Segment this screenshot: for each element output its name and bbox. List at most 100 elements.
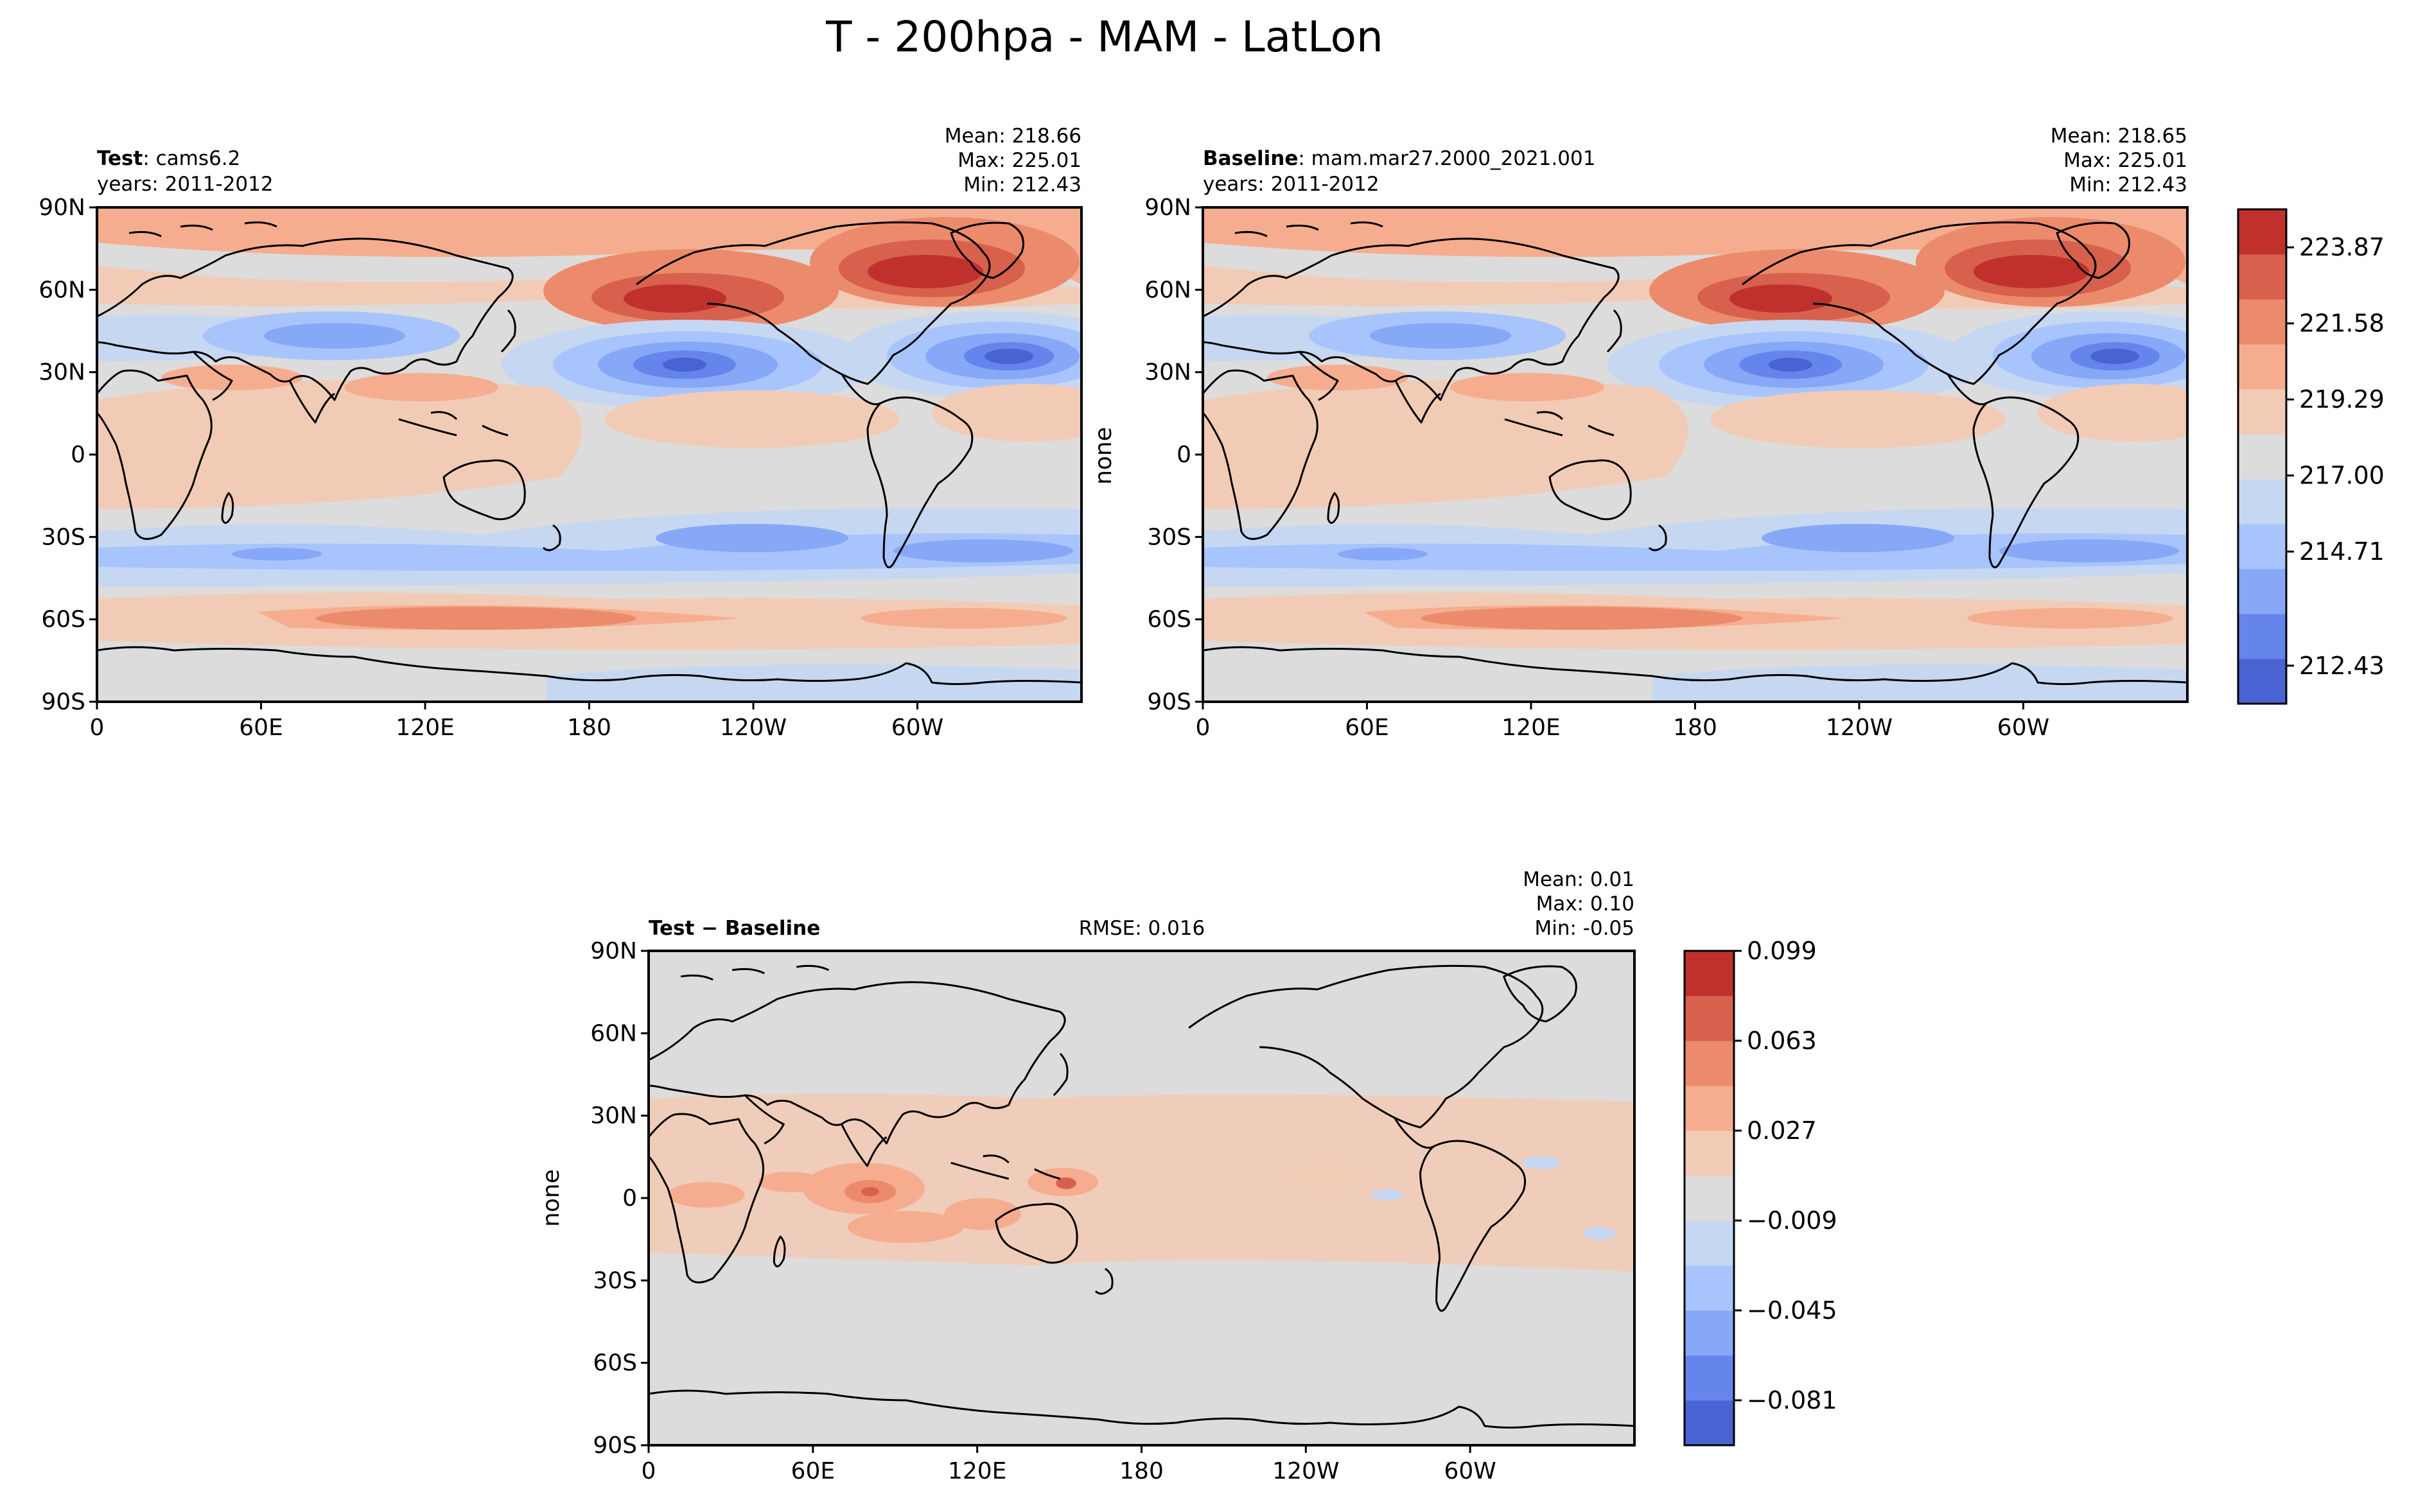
colorbar-diff: 0.099 0.063 0.027 −0.009 −0.045 −0.081	[1683, 937, 1837, 1447]
colorbar-tick-label: 221.58	[2299, 309, 2385, 338]
colorbar-top: 223.87 221.58 219.29 217.00 214.71 212.43	[2237, 208, 2385, 705]
lat-tick-label: 30S	[593, 1267, 637, 1294]
colorbar-bin	[2238, 569, 2286, 614]
test-field-contours	[97, 207, 1081, 702]
lon-tick-label: 0	[90, 715, 105, 741]
figure-title: T - 200hpa - MAM - LatLon	[825, 12, 1383, 62]
lon-tick-label: 120E	[1501, 715, 1560, 741]
lat-tick-label: 0	[622, 1185, 637, 1212]
diff-lon-axis: 0 60E 120E 180 120W 60W	[642, 1445, 1496, 1484]
colorbar-tick-label: 0.027	[1747, 1117, 1817, 1145]
lon-tick-label: 120E	[396, 715, 454, 741]
lon-tick-label: 60E	[791, 1458, 836, 1484]
test-mean: Mean: 218.66	[945, 125, 1081, 148]
lat-tick-label: 60S	[593, 1350, 637, 1377]
lat-tick-label: 60N	[39, 277, 85, 303]
colorbar-tick-label: −0.045	[1747, 1296, 1837, 1325]
colorbar-bin	[2238, 614, 2286, 659]
colorbar-top-bins	[2238, 209, 2286, 704]
panel-diff: 90N 60N 30N 0 30S 60S 90S 0 60E 120E 180 120W 60W T…	[538, 868, 1636, 1484]
colorbar-bin	[2238, 254, 2286, 300]
test-label: Test: cams6.2	[97, 147, 240, 170]
lat-tick-label: 90S	[593, 1432, 637, 1459]
diff-mean: Mean: 0.01	[1523, 868, 1634, 891]
lon-tick-label: 0	[642, 1458, 656, 1484]
colorbar-tick-label: −0.009	[1747, 1206, 1837, 1235]
colorbar-top-frame	[2237, 208, 2288, 705]
colorbar-tick-label: −0.081	[1747, 1386, 1837, 1414]
baseline-field-contours	[1203, 207, 2187, 702]
lon-tick-label: 60W	[1997, 715, 2049, 741]
test-max: Max: 225.01	[958, 149, 1081, 172]
colorbar-bin	[2238, 344, 2286, 390]
colorbar-tick-label: 0.063	[1747, 1027, 1817, 1055]
colorbar-bin	[1685, 1176, 1734, 1221]
colorbar-tick-label: 0.099	[1747, 937, 1817, 965]
lon-tick-label: 120W	[1272, 1458, 1339, 1484]
lon-tick-label: 120W	[1826, 715, 1893, 741]
lon-tick-label: 0	[1196, 715, 1211, 741]
lat-tick-label: 30N	[590, 1103, 637, 1129]
colorbar-bin	[1685, 1400, 1734, 1446]
lat-tick-label: 90S	[41, 689, 85, 715]
lon-tick-label: 180	[1119, 1458, 1164, 1484]
lat-tick-label: 30S	[1147, 524, 1191, 550]
lon-tick-label: 120E	[948, 1458, 1006, 1484]
lon-tick-label: 60E	[1345, 715, 1389, 741]
lat-tick-label: 60S	[1147, 607, 1191, 633]
colorbar-bin	[1685, 1131, 1734, 1176]
colorbar-tick-label: 212.43	[2299, 652, 2385, 680]
colorbar-bin	[2238, 209, 2286, 255]
colorbar-bin	[2238, 389, 2286, 435]
lat-tick-label: 30N	[1144, 360, 1191, 386]
test-min: Min: 212.43	[963, 173, 1081, 196]
diff-field-contours	[649, 951, 1634, 1445]
lat-tick-label: 60N	[590, 1020, 637, 1047]
lat-tick-label: 30S	[41, 524, 85, 550]
test-lat-axis: 90N 60N 30N 0 30S 60S 90S	[39, 195, 97, 715]
lon-tick-label: 60W	[1444, 1458, 1496, 1484]
colorbar-bin	[1685, 1265, 1734, 1311]
baseline-lat-axis: 90N 60N 30N 0 30S 60S 90S	[1144, 195, 1203, 715]
test-lon-axis: 0 60E 120E 180 120W 60W	[90, 702, 943, 741]
lat-tick-label: 90N	[1144, 195, 1191, 221]
colorbar-bin	[1685, 1041, 1734, 1086]
lon-tick-label: 60W	[891, 715, 943, 741]
colorbar-tick-label: 217.00	[2299, 462, 2385, 490]
colorbar-bin	[1685, 996, 1734, 1041]
baseline-lon-axis: 0 60E 120E 180 120W 60W	[1196, 702, 2049, 741]
diff-label: Test − Baseline	[649, 917, 820, 940]
colorbar-bin	[2238, 479, 2286, 525]
baseline-ylabel: none	[1090, 427, 1117, 485]
colorbar-tick-label: 219.29	[2299, 385, 2385, 413]
colorbar-bin	[1685, 1086, 1734, 1131]
baseline-years: years: 2011-2012	[1203, 173, 1379, 196]
diff-min: Min: -0.05	[1534, 917, 1634, 940]
colorbar-bin	[1685, 1221, 1734, 1266]
lat-tick-label: 90N	[590, 938, 637, 964]
lat-tick-label: 90S	[1147, 689, 1191, 715]
colorbar-diff-frame	[1683, 950, 1735, 1447]
baseline-min: Min: 212.43	[2069, 173, 2187, 196]
lat-tick-label: 60N	[1144, 277, 1191, 303]
baseline-mean: Mean: 218.65	[2051, 125, 2187, 148]
lon-tick-label: 120W	[720, 715, 787, 741]
baseline-label: Baseline: mam.mar27.2000_2021.001	[1203, 147, 1595, 170]
diff-max: Max: 0.10	[1536, 892, 1634, 916]
colorbar-diff-bins	[1685, 951, 1734, 1446]
panel-baseline: 90N 60N 30N 0 30S 60S 90S 0 60E 120E 180 120W 60W B…	[1090, 125, 2189, 741]
colorbar-bin	[1685, 1355, 1734, 1401]
colorbar-bin	[2238, 299, 2286, 345]
colorbar-tick-label: 214.71	[2299, 537, 2385, 566]
colorbar-bin	[1685, 1310, 1734, 1356]
colorbar-tick-label: 223.87	[2299, 233, 2385, 261]
lon-tick-label: 180	[1673, 715, 1717, 741]
diff-ylabel: none	[538, 1169, 565, 1227]
test-years: years: 2011-2012	[97, 173, 274, 196]
lat-tick-label: 60S	[41, 607, 85, 633]
lon-tick-label: 180	[567, 715, 611, 741]
colorbar-bin	[2238, 524, 2286, 569]
diff-lat-axis: 90N 60N 30N 0 30S 60S 90S	[590, 938, 649, 1459]
colorbar-bin	[1685, 951, 1734, 996]
